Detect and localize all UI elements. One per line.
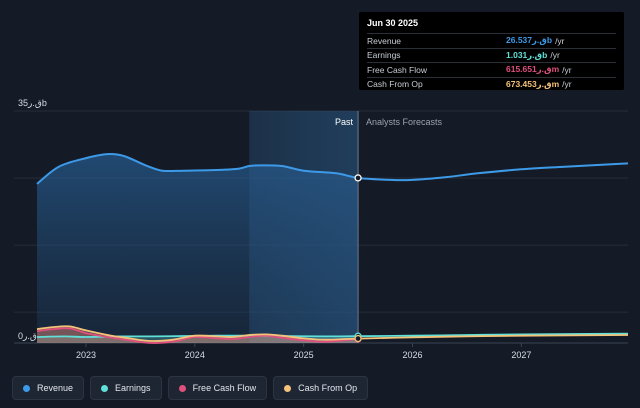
legend-item-cash-from-op[interactable]: Cash From Op: [273, 376, 369, 400]
series-line-cash-from-op: [36, 325, 629, 342]
tooltip-unit: /yr: [562, 79, 572, 90]
tooltip-row-revenue: Revenue 26.537ق.رb /yr: [367, 33, 616, 48]
legend-dot-icon: [284, 384, 292, 392]
x-tick-label: 2026: [402, 350, 422, 360]
tooltip-row-cash-from-op: Cash From Op 673.453ق.رm /yr: [367, 76, 616, 92]
marker-point-cash-from-op: [354, 334, 362, 343]
tooltip-row-earnings: Earnings 1.031ق.رb /yr: [367, 47, 616, 63]
series-line-free-cash-flow: [36, 327, 359, 344]
y-axis-top-label: 35ق.رb: [18, 98, 47, 108]
legend: Revenue Earnings Free Cash Flow Cash Fro…: [12, 376, 369, 400]
legend-dot-icon: [178, 384, 186, 392]
legend-item-earnings[interactable]: Earnings: [90, 376, 162, 400]
x-tick-label: 2027: [511, 350, 531, 360]
tooltip-label: Cash From Op: [367, 79, 423, 90]
tooltip-unit: /yr: [555, 35, 565, 46]
tooltip-date: Jun 30 2025: [367, 18, 419, 28]
area-layer: [37, 111, 359, 344]
tooltip-unit: /yr: [562, 64, 572, 75]
legend-label: Cash From Op: [298, 383, 358, 393]
tooltip-value: 1.031ق.رb: [506, 49, 548, 60]
legend-item-revenue[interactable]: Revenue: [12, 376, 85, 400]
series-line-revenue: [36, 153, 629, 185]
past-label: Past: [335, 117, 354, 127]
line-layer: [36, 153, 629, 344]
forecast-label: Analysts Forecasts: [366, 117, 443, 127]
tooltip-value: 26.537ق.رb: [506, 35, 553, 46]
legend-label: Free Cash Flow: [192, 383, 257, 393]
legend-label: Earnings: [115, 383, 151, 393]
x-tick-label: 2025: [294, 350, 314, 360]
tooltip-label: Revenue: [367, 35, 402, 46]
x-tick-label: 2024: [185, 350, 205, 360]
label-layer: 35ق.رb 0ق.ر Past Analysts Forecasts: [18, 98, 443, 341]
tooltip-label: Earnings: [367, 50, 401, 61]
marker-point-revenue: [354, 174, 362, 182]
legend-item-free-cash-flow[interactable]: Free Cash Flow: [167, 376, 268, 400]
tooltip-label: Free Cash Flow: [367, 64, 427, 75]
x-axis: 2023 2024 2025 2026 2027: [76, 343, 531, 360]
tooltip-value: 615.651ق.رm: [506, 64, 560, 75]
legend-dot-icon: [23, 384, 30, 392]
legend-dot-icon: [101, 384, 109, 392]
tooltip: Jun 30 2025 Revenue 26.537ق.رb /yr Earni…: [359, 12, 624, 90]
x-tick-label: 2023: [76, 350, 96, 360]
tooltip-unit: /yr: [550, 50, 560, 61]
y-axis-zero-label: 0ق.ر: [18, 331, 37, 341]
tooltip-row-free-cash-flow: Free Cash Flow 615.651ق.رm /yr: [367, 62, 616, 77]
legend-label: Revenue: [37, 383, 74, 393]
tooltip-value: 673.453ق.رm: [506, 78, 560, 89]
highlight-band: [249, 111, 359, 343]
